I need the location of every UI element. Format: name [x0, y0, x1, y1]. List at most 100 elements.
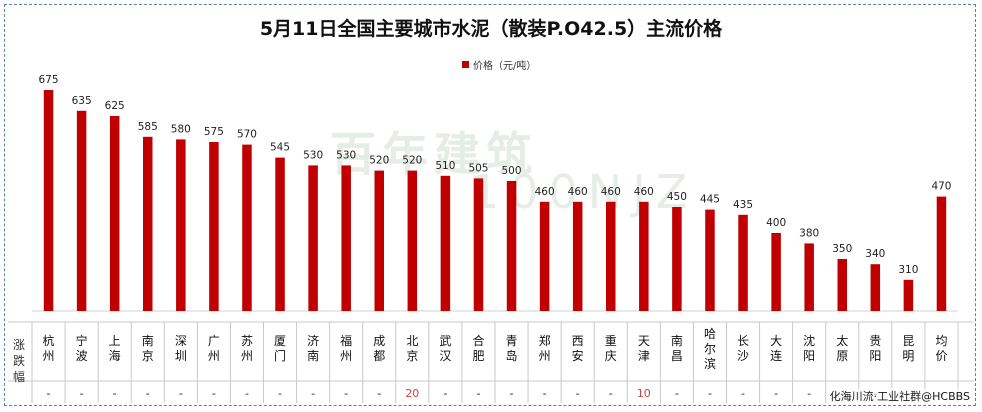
change-value: -: [510, 387, 514, 400]
bar: [407, 170, 418, 311]
category-label: 济南: [307, 333, 319, 363]
category-label: 天津: [638, 334, 650, 363]
chart-title: 5月11日全国主要城市水泥（散装P.O42.5）主流价格: [259, 18, 723, 40]
change-value: -: [807, 387, 811, 400]
change-value: 10: [637, 387, 651, 400]
change-value: -: [47, 387, 51, 400]
bar: [109, 116, 120, 311]
background-logo-text: 百年建筑: [330, 127, 538, 181]
bar: [473, 178, 484, 311]
change-value: -: [179, 387, 183, 400]
change-value: -: [212, 387, 216, 400]
change-row-group: -----------20------10---------: [47, 387, 944, 400]
bar-value-label: 520: [402, 155, 422, 167]
bar: [539, 201, 550, 311]
change-value: -: [311, 387, 315, 400]
category-label: 宁波: [76, 333, 88, 363]
bar: [209, 142, 219, 311]
category-label: 苏州: [241, 334, 253, 363]
bar: [275, 157, 285, 311]
bar-value-label: 460: [601, 186, 621, 198]
bar: [606, 201, 616, 311]
table-grid: [8, 310, 974, 403]
category-label: 沈阳: [803, 333, 815, 363]
category-label: 武汉: [439, 334, 451, 363]
bar: [76, 110, 87, 311]
change-value: -: [675, 387, 679, 400]
bar: [242, 144, 252, 311]
change-value: -: [278, 387, 282, 400]
category-label: 福州: [340, 333, 352, 363]
bar: [738, 214, 748, 311]
bar: [440, 175, 451, 311]
change-value: -: [80, 387, 84, 400]
bar-value-label: 530: [336, 149, 356, 161]
change-value: -: [543, 387, 547, 400]
category-label: 厦门: [274, 334, 286, 363]
bar-value-label: 460: [634, 186, 654, 198]
change-value: -: [146, 387, 150, 400]
bar-value-label: 530: [303, 149, 323, 161]
bar: [374, 170, 384, 311]
bar: [43, 90, 54, 311]
bar-value-label: 460: [568, 186, 588, 198]
category-label: 哈尔滨: [704, 327, 716, 371]
category-label: 昆明: [902, 334, 914, 363]
category-labels-group: 杭州宁波上海南京深圳广州苏州厦门济南福州成都北京武汉合肥青岛郑州西安重庆天津南昌…: [43, 327, 948, 371]
bar-value-label: 625: [105, 100, 125, 112]
change-value: -: [741, 387, 745, 400]
category-label: 上海: [109, 334, 121, 363]
bar-value-label: 340: [865, 248, 885, 260]
bar-value-label: 380: [799, 227, 819, 239]
category-label: 西安: [572, 334, 584, 363]
change-value: -: [576, 387, 580, 400]
category-label: 成都: [373, 334, 385, 363]
bar-value-label: 470: [931, 181, 951, 193]
bar-value-label: 450: [667, 191, 687, 203]
legend-swatch: [462, 61, 469, 68]
value-labels-group: 675 635 625 585 580 575 570 545 530 530 520 520 510 5…: [39, 74, 952, 276]
category-label: 长沙: [737, 334, 749, 363]
category-label: 大连: [770, 334, 782, 363]
category-label: 广州: [208, 334, 220, 363]
category-label: 杭州: [43, 333, 55, 363]
category-label: 深圳: [175, 334, 187, 363]
category-label: 南京: [142, 333, 154, 363]
bar-value-label: 635: [72, 95, 92, 107]
bar: [672, 207, 682, 311]
bar-value-label: 500: [502, 165, 522, 177]
change-value: -: [245, 387, 249, 400]
change-value: -: [774, 387, 778, 400]
change-value: -: [377, 387, 381, 400]
bar: [705, 209, 715, 311]
bar-value-label: 575: [204, 126, 224, 138]
change-value: -: [113, 387, 117, 400]
bar: [903, 279, 914, 311]
bar: [176, 139, 186, 311]
change-value: 20: [405, 387, 419, 400]
change-value: -: [344, 387, 348, 400]
bar-value-label: 435: [733, 199, 753, 211]
category-label: 郑州: [539, 333, 551, 363]
bar-value-label: 505: [468, 162, 488, 174]
bar: [639, 201, 649, 311]
change-row-header: 涨跌幅: [13, 337, 25, 384]
category-label: 合肥: [472, 333, 484, 363]
bar: [771, 233, 781, 311]
change-value: -: [443, 387, 447, 400]
change-value: -: [708, 387, 712, 400]
bar-value-label: 460: [535, 186, 555, 198]
bar-value-label: 585: [138, 121, 158, 133]
legend-label: 价格（元/吨）: [473, 61, 537, 72]
chart-frame: [4, 4, 976, 406]
category-label: 北京: [406, 334, 418, 363]
bar-value-label: 520: [369, 155, 389, 167]
category-label: 太原: [836, 333, 848, 363]
bar-value-label: 570: [237, 129, 257, 141]
category-label: 均价: [935, 334, 947, 363]
chart-legend: 价格（元/吨）: [462, 57, 536, 72]
bar-value-label: 545: [270, 142, 290, 154]
bar: [341, 165, 351, 311]
bar: [506, 181, 517, 311]
